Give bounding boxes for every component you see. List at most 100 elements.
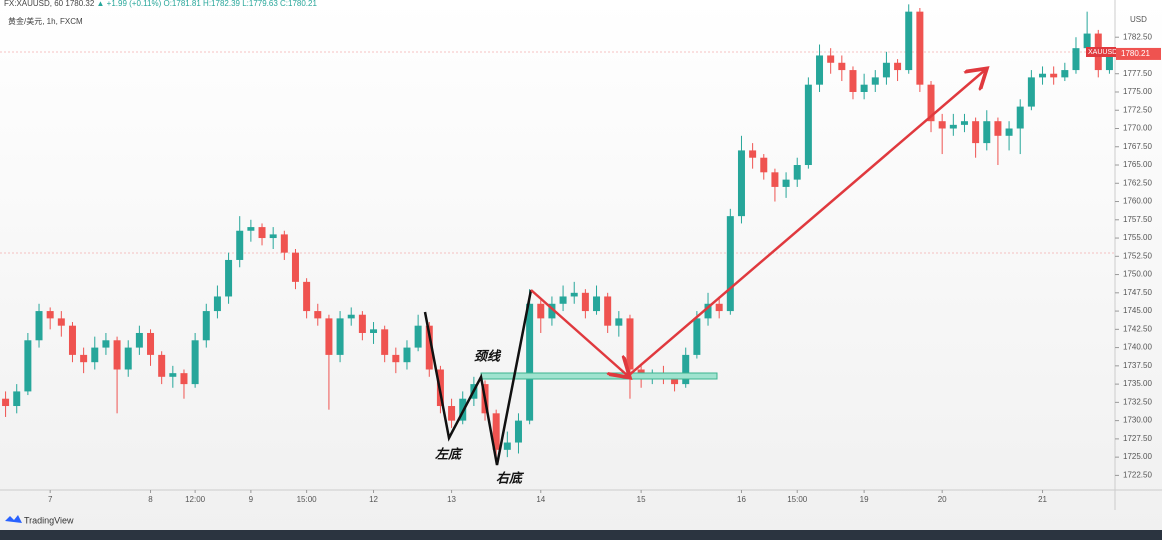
candle-body [13,391,21,407]
candle-body [871,77,879,85]
y-tick-label: 1775.00 [1123,87,1152,96]
candle-body [693,318,701,355]
candle-body [336,318,344,355]
y-tick-label: 1730.00 [1123,416,1152,425]
candle-body [258,227,266,239]
candle-body [793,165,801,180]
candle-body [124,347,132,370]
x-tick-label: 14 [536,495,545,504]
candle-body [849,70,857,92]
x-tick-label: 9 [249,495,254,504]
candle-body [537,303,545,319]
candle-body [983,121,991,144]
candle-body [715,303,723,312]
candle-body [827,55,835,63]
y-tick-label: 1782.50 [1123,32,1152,41]
candle-body [2,398,10,407]
last-price: 1780.32 [65,0,94,8]
y-tick-label: 1750.00 [1123,270,1152,279]
logo [5,515,22,523]
candle-body [671,376,679,385]
annotation: 右底 [496,470,525,485]
w-pattern [423,289,533,466]
candle-body [749,150,757,158]
candle-body [860,84,868,92]
candle-body [314,311,322,319]
candle-body [760,157,768,173]
target-arrow [627,70,985,377]
candle-body [46,311,54,319]
y-tick-label: 1745.00 [1123,306,1152,315]
y-tick-label: 1742.50 [1123,324,1152,333]
candle-body [202,311,210,341]
candle-body [425,325,433,370]
candle-body [1061,70,1069,78]
symbol: FX:XAUUSD, 60 [4,0,64,8]
candle-body [559,296,567,304]
annotation: 左底 [435,446,464,461]
candle-body [615,318,623,326]
candle-body [448,406,456,421]
candle-body [972,121,980,144]
candle-body [325,318,333,355]
x-tick-label: 20 [938,495,947,504]
candle-body [1027,77,1035,107]
candle-body [927,84,935,122]
candle-body [526,303,534,421]
candle-body [1039,73,1047,78]
candle-body [894,62,902,71]
candle-body [247,227,255,231]
x-tick-label: 19 [860,495,869,504]
candle-body [225,259,233,297]
candle-body [593,296,601,312]
candle-body [771,172,779,187]
candle-body [704,303,712,319]
x-tick-label: 15:00 [787,495,808,504]
candle-body [726,216,734,312]
x-tick-label: 12 [369,495,378,504]
candle-body [180,373,188,385]
candle-body [80,354,88,363]
y-tick-label: 1760.00 [1123,197,1152,206]
candle-body [949,124,957,129]
candle-body [938,121,946,129]
x-tick-label: 21 [1038,495,1047,504]
x-tick-label: 15 [637,495,646,504]
candle-body [414,325,422,348]
y-tick-label: 1740.00 [1123,343,1152,352]
y-tick-label: 1737.50 [1123,361,1152,370]
candle-body [682,354,690,385]
candle-body [905,11,913,71]
candle-body [882,62,890,78]
y-tick-label: 1732.50 [1123,397,1152,406]
candle-body [838,62,846,71]
candle-body [816,55,824,85]
pullback-arrow [530,289,628,376]
plot: 1722.50 1725.00 1727.50 1730.00 1732.50 1735.… [2,4,1152,504]
change: ▲ +1.99 (+0.11%) [97,0,162,8]
candle-body [960,121,968,125]
y-tick-label: 1722.50 [1123,471,1152,480]
y-tick-label: 1735.00 [1123,379,1152,388]
y-tick-label: 1770.00 [1123,124,1152,133]
candle-body [916,11,924,85]
ohlc: O:1781.81 H:1782.39 L:1779.63 C:1780.21 [163,0,317,8]
x-tick-label: 15:00 [297,495,318,504]
candle-body [280,234,288,253]
x-tick-label: 8 [148,495,153,504]
candle-body [35,311,43,341]
candle-body [570,292,578,297]
candle-body [737,150,745,217]
candle-body [91,347,99,363]
candle-body [102,340,110,348]
y-tick-label: 1762.50 [1123,178,1152,187]
candle-body [1105,53,1113,71]
candle-body [1005,128,1013,136]
candle-body [370,329,378,333]
annotation: 颈线 [474,348,502,363]
candle-body [1050,73,1058,78]
candle-body [492,413,500,450]
candle-body [169,373,177,377]
candle-body [626,318,634,370]
